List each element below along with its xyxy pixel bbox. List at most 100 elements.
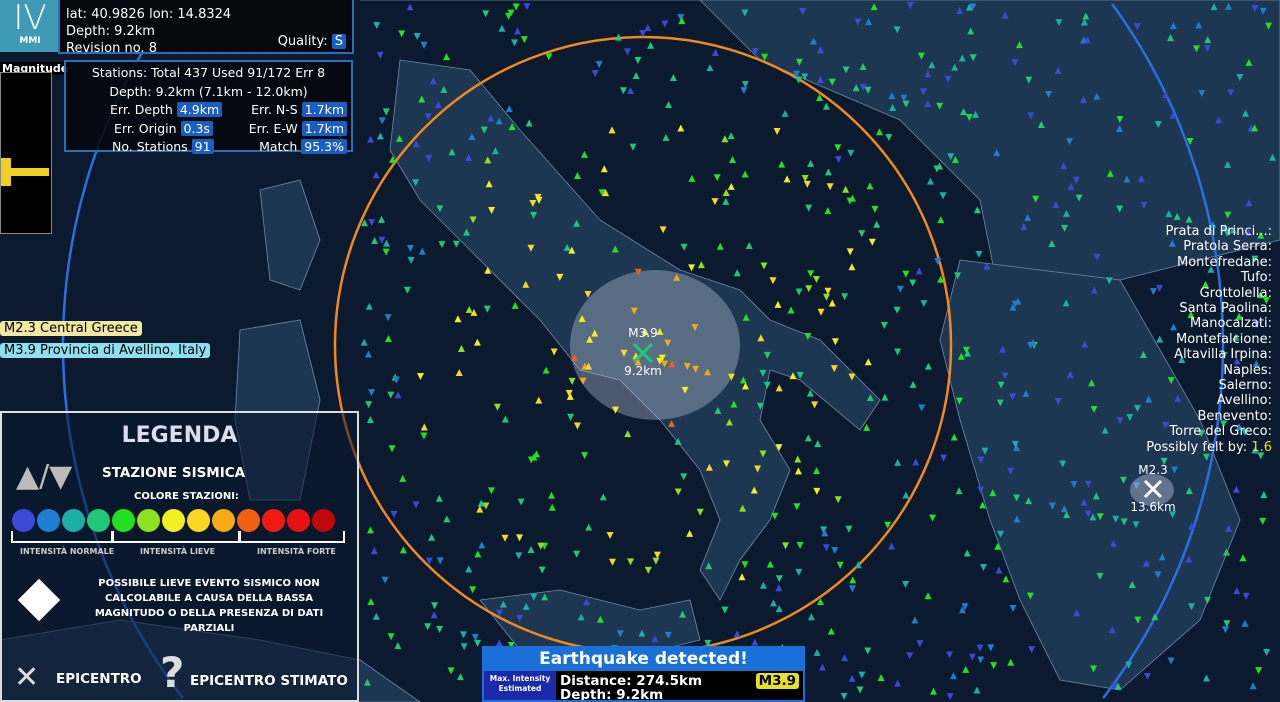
station-marker: [824, 287, 832, 295]
station-marker: [1048, 502, 1056, 510]
station-marker: [1187, 310, 1195, 318]
felt-item: Prata di Princi...:: [1165, 224, 1272, 239]
station-marker: [926, 177, 934, 185]
station-marker: [1110, 539, 1118, 547]
station-marker: [803, 180, 811, 188]
station-marker: [485, 180, 493, 188]
station-marker: [713, 174, 721, 182]
station-marker: [1257, 291, 1265, 299]
station-marker: [888, 542, 896, 550]
depth-range: Depth: 9.2km (7.1km - 12.0km): [109, 83, 308, 99]
station-marker: [681, 386, 689, 394]
station-marker: [474, 639, 482, 647]
station-marker: [1084, 480, 1092, 488]
station-marker: [389, 155, 397, 163]
station-marker: [739, 504, 747, 512]
station-marker: [929, 514, 937, 522]
station-marker: [975, 250, 983, 258]
station-marker: [881, 393, 889, 401]
station-marker: [919, 88, 927, 96]
station-marker: [1070, 481, 1078, 489]
station-marker: [840, 692, 848, 700]
station-marker: [368, 389, 376, 397]
max-intensity: Max. Intensity Estimated: [484, 671, 556, 700]
mmi-value: IV: [13, 0, 47, 38]
station-marker: [848, 263, 856, 271]
station-marker: [973, 206, 981, 214]
station-marker: [902, 491, 910, 499]
station-marker: [647, 41, 655, 49]
felt-item: Grottolella:: [1199, 285, 1272, 301]
station-marker: [902, 580, 910, 588]
station-marker: [794, 455, 802, 463]
station-marker: [792, 70, 800, 78]
station-marker: [1101, 426, 1109, 434]
station-marker: [1149, 288, 1157, 296]
station-marker: [399, 546, 407, 554]
station-marker: [387, 391, 395, 399]
stats-panel: Stations: Total 437 Used 91/172 Err 8 De…: [64, 60, 353, 154]
station-marker: [846, 248, 854, 256]
station-marker: [669, 74, 677, 82]
station-marker: [1075, 194, 1083, 202]
station-marker: [538, 566, 546, 574]
station-marker: [516, 534, 524, 542]
station-marker: [774, 300, 782, 308]
event-tag-avellino[interactable]: M3.9 Provincia di Avellino, Italy: [0, 343, 211, 358]
station-marker: [384, 335, 392, 343]
station-marker: [394, 391, 402, 399]
station-marker: [894, 458, 902, 466]
station-marker: [448, 148, 456, 156]
station-marker: [1202, 280, 1210, 288]
station-marker: [995, 566, 1003, 574]
station-marker: [367, 597, 375, 605]
station-marker: [678, 17, 686, 25]
station-marker: [996, 399, 1004, 407]
event-tag-greece[interactable]: M2.3 Central Greece: [0, 321, 142, 336]
station-marker: [1093, 253, 1101, 261]
station-marker: [608, 558, 616, 566]
station-marker: [1093, 92, 1101, 100]
station-marker: [1265, 22, 1273, 30]
station-marker: [516, 614, 524, 622]
station-marker: [487, 487, 495, 495]
station-marker: [711, 198, 719, 206]
station-marker: [864, 358, 872, 366]
station-marker: [1162, 422, 1170, 430]
station-marker: [993, 149, 1001, 157]
station-marker: [482, 10, 490, 18]
station-marker: [725, 418, 733, 426]
station-marker: [659, 226, 667, 234]
station-marker: [664, 339, 672, 347]
station-marker: [1126, 413, 1134, 421]
station-marker: [977, 656, 985, 664]
station-marker: [1001, 11, 1009, 19]
magnitude-title: Magnitude: [0, 62, 71, 75]
station-marker: [1260, 491, 1268, 499]
station-marker: [740, 87, 748, 95]
station-marker: [1198, 89, 1206, 97]
station-marker: [1080, 18, 1088, 26]
station-marker: [824, 207, 832, 215]
station-marker: [846, 197, 854, 205]
station-marker: [971, 110, 979, 118]
station-marker: [673, 273, 681, 281]
color-dot: [312, 509, 335, 532]
station-marker: [388, 445, 396, 453]
station-marker: [950, 433, 958, 441]
station-marker: [1123, 175, 1131, 183]
station-marker: [1054, 66, 1062, 74]
felt-item: Montefredane:: [1177, 254, 1272, 270]
station-marker: [807, 270, 815, 278]
alert-distance: Distance: 274.5km: [560, 673, 703, 689]
station-marker: [1025, 497, 1033, 505]
station-marker: [751, 47, 759, 55]
felt-item: Salerno:: [1218, 378, 1272, 394]
station-marker: [482, 502, 490, 510]
station-marker: [987, 644, 995, 652]
station-marker: [795, 568, 803, 576]
station-marker: [507, 9, 515, 17]
felt-item: Manocalzati:: [1190, 316, 1272, 332]
station-marker: [704, 639, 712, 647]
station-marker: [828, 299, 836, 307]
